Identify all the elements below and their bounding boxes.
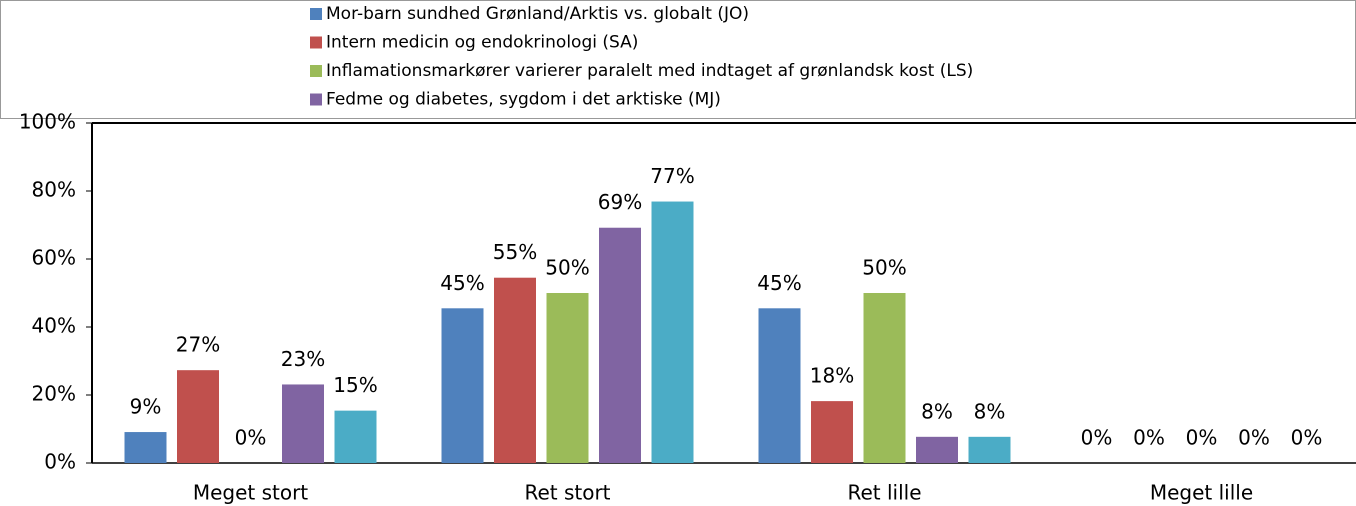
bar xyxy=(916,436,958,463)
bar xyxy=(334,410,377,463)
data-label: 9% xyxy=(130,395,162,419)
bar xyxy=(758,308,801,463)
data-label: 23% xyxy=(281,347,325,371)
data-label: 18% xyxy=(810,364,854,388)
data-label: 45% xyxy=(440,271,484,295)
data-label: 0% xyxy=(1291,426,1323,450)
data-label: 50% xyxy=(862,256,906,280)
data-label: 0% xyxy=(1186,426,1218,450)
bar xyxy=(546,293,589,463)
legend-label: Inflamationsmarkører varierer paralelt m… xyxy=(326,61,973,81)
bar xyxy=(177,370,219,463)
bar xyxy=(441,308,484,463)
bar xyxy=(282,384,324,463)
bar xyxy=(651,201,694,464)
legend-swatch xyxy=(310,65,322,77)
x-tick-label: Ret stort xyxy=(524,481,610,505)
data-label: 77% xyxy=(650,164,694,188)
data-label: 8% xyxy=(974,399,1006,423)
x-tick-label: Ret lille xyxy=(847,481,921,505)
legend-label: Fedme og diabetes, sygdom i det arktiske… xyxy=(326,90,721,110)
bar xyxy=(599,227,641,463)
bar xyxy=(811,401,853,463)
y-tick-label: 60% xyxy=(32,246,76,270)
y-tick-label: 80% xyxy=(32,178,76,202)
y-tick-label: 20% xyxy=(32,382,76,406)
legend-swatch xyxy=(310,8,322,20)
y-tick-label: 100% xyxy=(19,110,76,134)
data-label: 45% xyxy=(757,271,801,295)
data-label: 0% xyxy=(1081,426,1113,450)
data-label: 0% xyxy=(1238,426,1270,450)
bar xyxy=(968,436,1011,463)
data-label: 55% xyxy=(493,240,537,264)
x-tick-label: Meget stort xyxy=(193,481,308,505)
x-tick-label: Meget lille xyxy=(1150,481,1253,505)
y-tick-label: 0% xyxy=(44,450,76,474)
legend-label: Mor-barn sundhed Grønland/Arktis vs. glo… xyxy=(326,4,749,24)
bar xyxy=(494,277,536,463)
data-label: 8% xyxy=(921,399,953,423)
data-label: 0% xyxy=(235,426,267,450)
data-label: 15% xyxy=(333,373,377,397)
legend-label: Intern medicin og endokrinologi (SA) xyxy=(326,33,638,53)
y-tick-label: 40% xyxy=(32,314,76,338)
data-label: 0% xyxy=(1133,426,1165,450)
data-label: 69% xyxy=(598,190,642,214)
data-label: 27% xyxy=(176,333,220,357)
legend-swatch xyxy=(310,93,322,106)
legend-swatch xyxy=(310,36,322,49)
data-label: 50% xyxy=(545,256,589,280)
bar xyxy=(124,432,167,463)
bar xyxy=(863,293,906,463)
